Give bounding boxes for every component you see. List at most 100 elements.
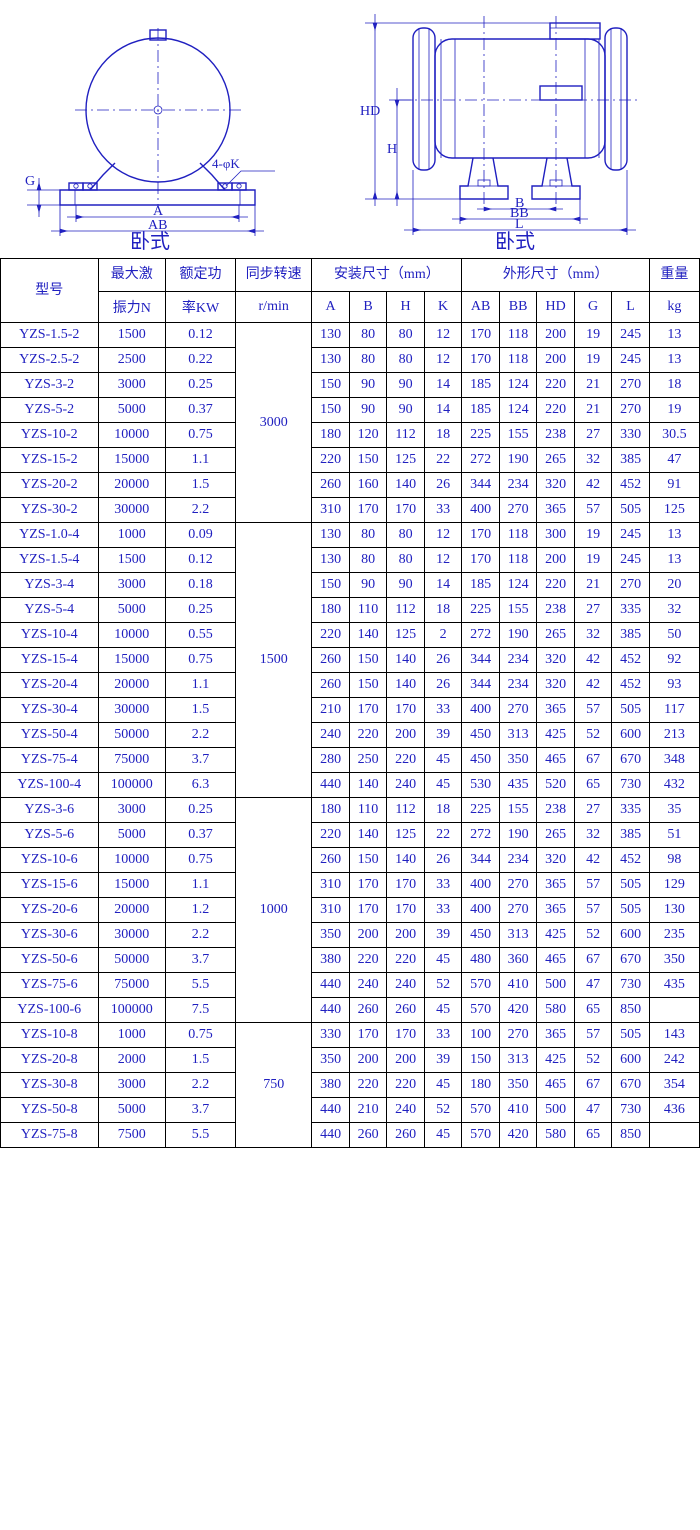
cell-model: YZS-10-8 bbox=[1, 1023, 99, 1048]
cell-AB: 570 bbox=[462, 998, 500, 1023]
cell-power: 0.25 bbox=[166, 373, 236, 398]
cell-B: 110 bbox=[349, 598, 387, 623]
cell-K: 26 bbox=[424, 473, 462, 498]
cell-L: 600 bbox=[612, 923, 650, 948]
table-row: YZS-100-61000007.54402602604557042058065… bbox=[1, 998, 700, 1023]
cell-L: 335 bbox=[612, 598, 650, 623]
cell-weight bbox=[649, 1123, 699, 1148]
cell-power: 2.2 bbox=[166, 498, 236, 523]
cell-G: 65 bbox=[574, 1123, 612, 1148]
cell-K: 14 bbox=[424, 373, 462, 398]
cell-A: 440 bbox=[312, 1098, 350, 1123]
cell-power: 6.3 bbox=[166, 773, 236, 798]
cell-power: 0.75 bbox=[166, 423, 236, 448]
cell-G: 57 bbox=[574, 498, 612, 523]
cell-speed: 1000 bbox=[236, 798, 312, 1023]
cell-G: 42 bbox=[574, 848, 612, 873]
cell-model: YZS-50-8 bbox=[1, 1098, 99, 1123]
cell-L: 505 bbox=[612, 873, 650, 898]
cell-B: 80 bbox=[349, 523, 387, 548]
hdr-speed-1: 同步转速 bbox=[236, 259, 312, 292]
cell-BB: 155 bbox=[499, 423, 537, 448]
cell-power: 1.1 bbox=[166, 873, 236, 898]
cell-AB: 570 bbox=[462, 1098, 500, 1123]
cell-force: 3000 bbox=[98, 798, 166, 823]
table-row: YZS-20-6200001.2310170170334002703655750… bbox=[1, 898, 700, 923]
cell-force: 75000 bbox=[98, 748, 166, 773]
table-body: YZS-1.5-215000.1230001308080121701182001… bbox=[1, 323, 700, 1148]
table-row: YZS-10-810000.75750330170170331002703655… bbox=[1, 1023, 700, 1048]
cell-K: 45 bbox=[424, 773, 462, 798]
cell-BB: 350 bbox=[499, 1073, 537, 1098]
cell-force: 1000 bbox=[98, 523, 166, 548]
cell-HD: 320 bbox=[537, 473, 575, 498]
cell-weight: 18 bbox=[649, 373, 699, 398]
cell-B: 160 bbox=[349, 473, 387, 498]
svg-text:A: A bbox=[153, 204, 164, 219]
cell-HD: 520 bbox=[537, 773, 575, 798]
cell-power: 7.5 bbox=[166, 998, 236, 1023]
cell-K: 14 bbox=[424, 573, 462, 598]
cell-HD: 365 bbox=[537, 873, 575, 898]
table-row: YZS-1.5-415000.1213080801217011820019245… bbox=[1, 548, 700, 573]
cell-A: 180 bbox=[312, 423, 350, 448]
cell-model: YZS-1.0-4 bbox=[1, 523, 99, 548]
cell-L: 452 bbox=[612, 648, 650, 673]
cell-G: 21 bbox=[574, 573, 612, 598]
cell-power: 0.75 bbox=[166, 848, 236, 873]
cell-model: YZS-15-6 bbox=[1, 873, 99, 898]
cell-AB: 185 bbox=[462, 573, 500, 598]
cell-A: 380 bbox=[312, 948, 350, 973]
cell-AB: 170 bbox=[462, 548, 500, 573]
cell-power: 0.37 bbox=[166, 823, 236, 848]
cell-weight: 213 bbox=[649, 723, 699, 748]
cell-BB: 270 bbox=[499, 873, 537, 898]
cell-B: 150 bbox=[349, 448, 387, 473]
cell-AB: 480 bbox=[462, 948, 500, 973]
cell-A: 130 bbox=[312, 548, 350, 573]
svg-text:G: G bbox=[25, 174, 35, 189]
cell-HD: 200 bbox=[537, 323, 575, 348]
cell-weight: 19 bbox=[649, 398, 699, 423]
cell-B: 90 bbox=[349, 398, 387, 423]
cell-A: 150 bbox=[312, 373, 350, 398]
hdr-power-2: 率KW bbox=[166, 292, 236, 323]
hdr-outline: 外形尺寸（mm） bbox=[462, 259, 650, 292]
cell-B: 90 bbox=[349, 573, 387, 598]
cell-HD: 320 bbox=[537, 648, 575, 673]
cell-power: 0.25 bbox=[166, 798, 236, 823]
cell-model: YZS-30-2 bbox=[1, 498, 99, 523]
cell-weight: 129 bbox=[649, 873, 699, 898]
svg-text:L: L bbox=[515, 217, 524, 232]
cell-AB: 170 bbox=[462, 348, 500, 373]
table-row: YZS-20-2200001.5260160140263442343204245… bbox=[1, 473, 700, 498]
cell-weight: 235 bbox=[649, 923, 699, 948]
table-row: YZS-5-250000.371509090141851242202127019 bbox=[1, 398, 700, 423]
cell-HD: 265 bbox=[537, 448, 575, 473]
cell-HD: 365 bbox=[537, 498, 575, 523]
cell-power: 3.7 bbox=[166, 1098, 236, 1123]
cell-weight: 93 bbox=[649, 673, 699, 698]
cell-model: YZS-100-4 bbox=[1, 773, 99, 798]
cell-HD: 238 bbox=[537, 423, 575, 448]
cell-H: 140 bbox=[387, 848, 425, 873]
cell-K: 33 bbox=[424, 898, 462, 923]
cell-G: 57 bbox=[574, 898, 612, 923]
cell-L: 335 bbox=[612, 798, 650, 823]
cell-H: 220 bbox=[387, 748, 425, 773]
cell-L: 452 bbox=[612, 673, 650, 698]
cell-BB: 410 bbox=[499, 1098, 537, 1123]
cell-A: 440 bbox=[312, 973, 350, 998]
cell-B: 210 bbox=[349, 1098, 387, 1123]
cell-K: 39 bbox=[424, 723, 462, 748]
table-row: YZS-20-820001.53502002003915031342552600… bbox=[1, 1048, 700, 1073]
cell-AB: 225 bbox=[462, 598, 500, 623]
cell-BB: 435 bbox=[499, 773, 537, 798]
hdr-model: 型号 bbox=[1, 259, 99, 323]
cell-B: 150 bbox=[349, 648, 387, 673]
table-row: YZS-1.5-215000.1230001308080121701182001… bbox=[1, 323, 700, 348]
cell-H: 260 bbox=[387, 1123, 425, 1148]
cell-force: 10000 bbox=[98, 623, 166, 648]
cell-AB: 272 bbox=[462, 823, 500, 848]
cell-model: YZS-10-4 bbox=[1, 623, 99, 648]
